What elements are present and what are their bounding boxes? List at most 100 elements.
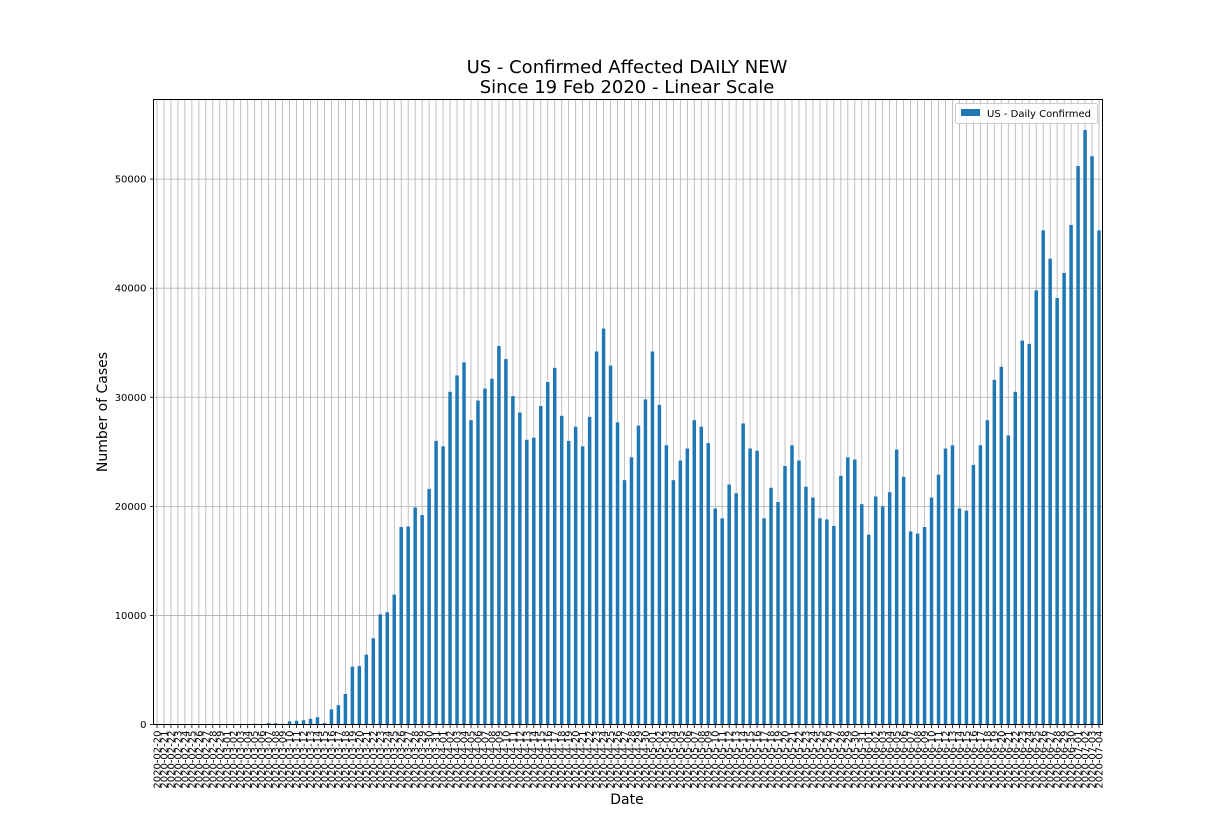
bar xyxy=(700,427,703,725)
bar xyxy=(1041,230,1044,724)
bar xyxy=(713,509,716,725)
legend-swatch xyxy=(961,109,980,116)
bar xyxy=(881,506,884,724)
bar xyxy=(797,461,800,725)
bar xyxy=(623,480,626,724)
bar xyxy=(748,449,751,725)
bar xyxy=(790,445,793,724)
bar xyxy=(511,396,514,724)
bar xyxy=(372,638,375,724)
bar xyxy=(776,502,779,725)
bar xyxy=(1090,156,1093,724)
bar xyxy=(434,441,437,725)
bar xyxy=(727,485,730,725)
bar xyxy=(951,445,954,724)
bar xyxy=(595,351,598,724)
y-axis-label: Number of Cases xyxy=(95,352,111,472)
bar xyxy=(818,518,821,724)
bar xyxy=(811,498,814,725)
bar xyxy=(379,614,382,724)
bar xyxy=(769,488,772,725)
bar xyxy=(581,446,584,724)
bar xyxy=(1097,230,1100,724)
bar xyxy=(476,401,479,725)
bar xyxy=(644,399,647,724)
chart-title: US - Confirmed Affected DAILY NEW xyxy=(467,57,788,78)
chart-subtitle: Since 19 Feb 2020 - Linear Scale xyxy=(480,77,775,98)
bar xyxy=(993,380,996,725)
bar xyxy=(693,420,696,724)
y-tick-label: 40000 xyxy=(115,284,147,295)
bar xyxy=(588,417,591,725)
bar xyxy=(546,382,549,724)
bar xyxy=(923,527,926,724)
bar xyxy=(665,445,668,724)
bar xyxy=(616,422,619,724)
bar xyxy=(330,709,333,724)
y-tick-label: 10000 xyxy=(115,611,147,622)
bar xyxy=(539,406,542,724)
bar xyxy=(497,346,500,724)
bar xyxy=(609,366,612,725)
bar xyxy=(867,535,870,725)
bar xyxy=(986,420,989,724)
bar xyxy=(762,518,765,724)
bar xyxy=(937,475,940,725)
bar xyxy=(302,720,305,724)
bar xyxy=(420,515,423,724)
bar xyxy=(707,443,710,724)
bar xyxy=(1069,225,1072,725)
bar xyxy=(358,666,361,724)
bar xyxy=(392,595,395,725)
x-axis-label: Date xyxy=(610,792,643,808)
x-tick-label: 2020-07-04 xyxy=(1095,731,1106,789)
bar xyxy=(755,451,758,725)
bar xyxy=(406,527,409,725)
bar xyxy=(560,416,563,725)
bar xyxy=(1021,341,1024,725)
bar xyxy=(804,487,807,725)
y-tick-label: 0 xyxy=(140,720,146,731)
bar xyxy=(720,518,723,724)
legend-label: US - Daily Confirmed xyxy=(987,109,1091,120)
bar xyxy=(386,612,389,724)
bar xyxy=(1083,130,1086,724)
bar xyxy=(958,509,961,725)
bar xyxy=(337,705,340,724)
bar xyxy=(1062,273,1065,725)
bar xyxy=(1027,344,1030,725)
bar xyxy=(860,504,863,724)
bar xyxy=(553,368,556,725)
bar xyxy=(630,457,633,724)
bar xyxy=(909,531,912,724)
bar xyxy=(895,450,898,725)
bar xyxy=(532,438,535,725)
bar xyxy=(686,449,689,725)
bar xyxy=(972,465,975,725)
bar xyxy=(483,389,486,725)
bar xyxy=(888,492,891,724)
y-tick-label: 20000 xyxy=(115,502,147,513)
bar xyxy=(846,457,849,724)
bar xyxy=(874,497,877,725)
bar xyxy=(574,427,577,725)
bar xyxy=(602,329,605,725)
bar xyxy=(930,498,933,725)
bar xyxy=(944,449,947,725)
bar xyxy=(651,351,654,724)
bar xyxy=(525,440,528,725)
bar xyxy=(365,655,368,725)
bar xyxy=(413,507,416,724)
bar xyxy=(441,446,444,724)
bar xyxy=(490,379,493,725)
bar xyxy=(1007,435,1010,724)
bar xyxy=(832,526,835,725)
bar xyxy=(839,476,842,725)
bar xyxy=(916,534,919,725)
y-tick-label: 50000 xyxy=(115,175,147,186)
bar xyxy=(344,694,347,725)
bar xyxy=(825,519,828,724)
bar xyxy=(316,717,319,724)
